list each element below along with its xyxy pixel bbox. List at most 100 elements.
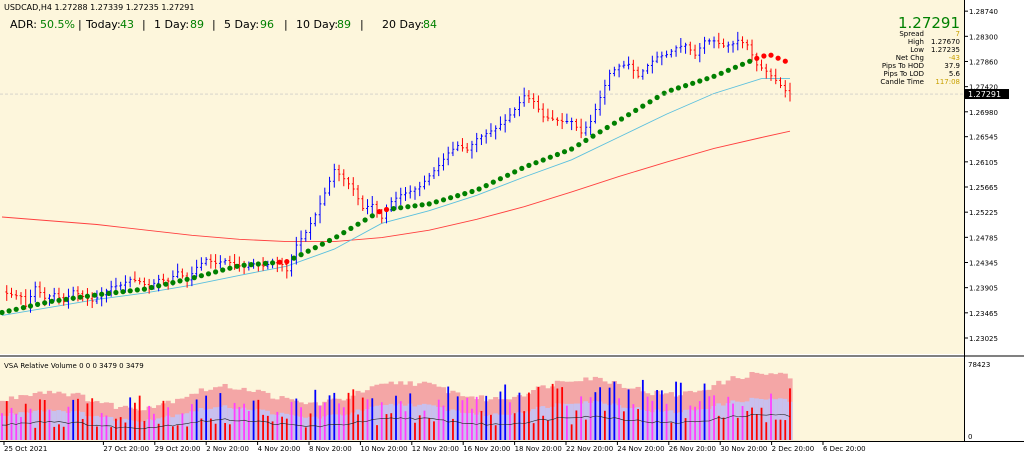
trend-dot (668, 87, 674, 93)
volume-bar (627, 389, 630, 440)
trend-dot (554, 151, 561, 158)
volume-bar (171, 426, 174, 440)
volume-bar (613, 381, 616, 440)
volume-bar (20, 417, 22, 440)
day20-label: 20 Day: (382, 18, 424, 31)
trend-dot (63, 296, 69, 302)
symbol-line: USDCAD,H4 1.27288 1.27339 1.27235 1.2729… (4, 3, 194, 12)
volume-bar (713, 395, 715, 440)
time-tick-label: 18 Nov 20:00 (515, 445, 562, 453)
trend-dot (376, 209, 382, 215)
price-tick-label: 1.25225 (969, 209, 998, 217)
high-label: High (908, 38, 924, 46)
price-axis: 1.28740 1.28300 1.27860 1.27420 1.26980 1.265… (964, 8, 998, 343)
volume-bar (698, 401, 701, 440)
trend-dot (120, 289, 126, 295)
volume-bar (48, 409, 51, 440)
trend-dot (383, 206, 390, 213)
trend-dot (782, 58, 788, 64)
time-tick-label: 26 Nov 20:00 (669, 445, 716, 453)
trend-dot (326, 237, 333, 244)
volume-bar (656, 389, 658, 440)
trend-dot (469, 188, 475, 195)
volume-bar (551, 383, 554, 440)
volume-bar (660, 390, 663, 440)
trend-dot (626, 112, 632, 118)
volume-bar (352, 389, 355, 440)
volume-bar (703, 383, 706, 440)
volume-bar (679, 382, 682, 440)
volume-bar (81, 418, 84, 440)
trend-dot (6, 308, 12, 314)
volume-bar (257, 399, 260, 440)
volume-bar (281, 416, 283, 440)
volume-bar (646, 396, 649, 440)
trend-dot (583, 137, 589, 143)
volume-bar (622, 411, 625, 440)
volume-bar (157, 423, 160, 440)
trend-dot (27, 303, 34, 309)
volume-bar (537, 387, 540, 440)
trend-dot (13, 306, 19, 312)
volume-band-inner (782, 398, 788, 440)
volume-bar (290, 401, 293, 440)
price-tick-label: 1.23905 (969, 285, 998, 293)
volume-bar (694, 406, 696, 440)
trend-dot (426, 201, 432, 207)
trend-dot (433, 199, 439, 205)
volume-bar (556, 388, 559, 440)
adr-header: ADR: 50.5% | Today: 43 | 1 Day: 89 | 5 D… (10, 18, 437, 31)
low-label: Low (910, 46, 924, 54)
lod-value: 5.6 (949, 70, 961, 78)
trend-dot (412, 203, 418, 209)
volume-bar (675, 381, 677, 440)
price-tick-label: 1.28300 (969, 33, 998, 41)
volume-bar (361, 397, 364, 440)
trend-dot (633, 107, 639, 113)
volume-bar (689, 405, 692, 440)
adr-label: ADR: (10, 18, 37, 31)
volume-bar (608, 387, 611, 440)
time-tick-label: 16 Nov 20:00 (463, 445, 510, 453)
volume-bar (205, 395, 208, 440)
volume-bar (513, 413, 516, 440)
slow-ma-path (1, 130, 791, 243)
volume-bar (547, 420, 549, 440)
volume-bar (684, 418, 687, 440)
trend-dot (35, 301, 41, 307)
adr-sep-5: | (360, 18, 364, 31)
volume-bar (285, 418, 288, 440)
volume-bar (561, 387, 564, 440)
trend-dot (191, 275, 197, 281)
trend-dot (398, 205, 404, 211)
volume-bar (637, 409, 639, 440)
trend-dot (604, 124, 610, 131)
day5-value: 96 (260, 18, 274, 31)
trend-dot (270, 260, 276, 266)
trend-dot (711, 73, 717, 79)
price-tick-label: 1.27860 (969, 58, 998, 66)
volume-bar (195, 399, 198, 440)
volume-band-inner (763, 399, 769, 440)
trend-dot (661, 90, 667, 96)
adr-sep-2: | (142, 18, 146, 31)
day20-value: 84 (423, 18, 437, 31)
trend-dot (220, 267, 226, 273)
volume-axis-zero: 0 (968, 433, 972, 441)
volume-bar (143, 420, 146, 440)
trend-dot (312, 245, 318, 251)
trend-dot (576, 142, 582, 148)
volume-band-inner (569, 403, 575, 440)
volume-bar (342, 407, 345, 440)
trend-dot (526, 162, 532, 168)
spread-value: 7 (956, 30, 960, 38)
trend-dot (20, 305, 26, 311)
trend-dot (569, 146, 575, 152)
trend-dot (84, 293, 90, 299)
volume-bar (736, 417, 739, 440)
trend-dot (42, 300, 48, 306)
trend-dot (597, 129, 603, 135)
volume-bar (632, 404, 635, 440)
